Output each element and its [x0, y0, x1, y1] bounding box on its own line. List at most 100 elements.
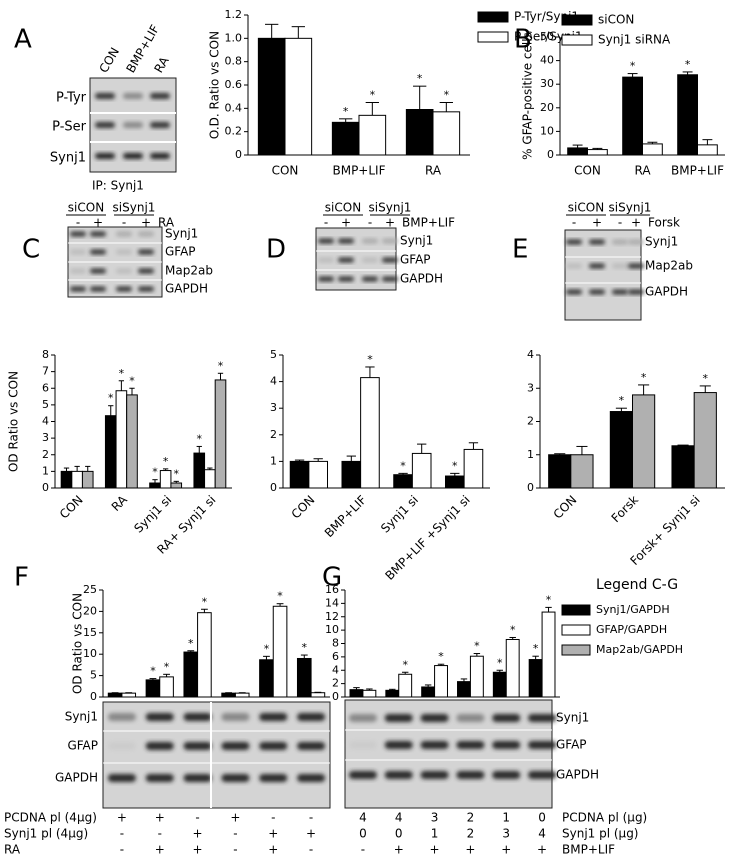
group-label: siCON: [568, 201, 604, 215]
y-tick-label: 1.0: [225, 31, 243, 44]
bar: [398, 673, 413, 698]
panel-letter: F: [14, 563, 29, 593]
blot-band: [456, 714, 485, 722]
blot-band: [95, 153, 115, 159]
legend-label: Synj1/GAPDH: [596, 603, 670, 616]
bar: [81, 470, 94, 489]
blot-band: [138, 268, 154, 274]
bar: [308, 460, 329, 489]
treatment-label: RA: [158, 216, 175, 230]
significance-star: *: [641, 371, 647, 384]
blot-band: [95, 93, 115, 99]
bar: [296, 657, 312, 698]
treatment-label: BMP+LIF: [402, 216, 455, 230]
bar: [587, 149, 608, 156]
blot-band: [150, 153, 170, 159]
blot-band: [138, 249, 154, 255]
condition-mark: 0: [395, 827, 403, 841]
bar: [360, 377, 380, 489]
significance-star: *: [400, 459, 406, 472]
bar: [697, 144, 718, 156]
condition-mark: 3: [431, 811, 439, 825]
y-tick-label: 8: [332, 637, 339, 650]
condition-mark: +: [430, 843, 440, 857]
blot-band: [420, 771, 449, 779]
blot-band: [70, 268, 86, 274]
panel-letter: G: [322, 563, 342, 593]
y-tick-label: 10: [540, 124, 554, 137]
treatment-sign: -: [76, 216, 80, 230]
blot-band: [362, 276, 378, 282]
bar: [642, 143, 663, 156]
y-tick-label: 0: [270, 481, 277, 494]
blot-membrane: [102, 701, 331, 809]
blot-band: [183, 774, 212, 782]
y-tick-label: 0: [332, 690, 339, 703]
blot-band: [90, 286, 106, 292]
blot-band: [338, 257, 354, 263]
significance-star: *: [188, 637, 194, 650]
significance-star: *: [685, 58, 691, 71]
blot-row-label: GFAP: [67, 739, 98, 753]
treatment-sign: +: [385, 216, 395, 230]
blot-band: [628, 239, 644, 245]
significance-star: *: [173, 467, 179, 480]
y-axis-label: OD Ratio vs CON: [7, 371, 21, 472]
bar: [159, 676, 174, 698]
y-tick-label: 5: [42, 398, 49, 411]
x-tick-label: RA: [634, 164, 651, 178]
bar: [393, 474, 413, 489]
lane-label: RA: [152, 54, 173, 76]
blot-row-label: P-Tyr: [56, 91, 87, 106]
significance-star: *: [444, 89, 450, 102]
bar: [259, 659, 274, 698]
y-tick-label: 20: [540, 101, 554, 114]
bar: [349, 689, 364, 698]
blot-band: [107, 713, 136, 721]
y-tick-label: 30: [540, 77, 554, 90]
blot-band: [107, 774, 136, 782]
x-tick-label: BMP+LIF: [671, 164, 724, 178]
condition-mark: +: [306, 827, 316, 841]
condition-mark: 2: [467, 811, 475, 825]
blot-band: [116, 249, 132, 255]
y-tick-label: 8: [42, 348, 49, 361]
significance-star: *: [619, 394, 625, 407]
blot-band: [123, 153, 143, 159]
blot-band: [384, 771, 413, 779]
group-label: siSynj1: [113, 201, 156, 215]
condition-mark: 2: [467, 827, 475, 841]
bar: [385, 689, 400, 698]
condition-mark: +: [155, 843, 165, 857]
blot-band: [183, 713, 212, 721]
blot-band: [138, 231, 154, 237]
y-axis-label: % GFAP-positive cells: [521, 32, 535, 160]
blot-row-label: GFAP: [165, 245, 196, 259]
blot-band: [628, 263, 644, 269]
blot-band: [90, 231, 106, 237]
bar: [170, 482, 183, 489]
blot-band: [338, 238, 354, 244]
y-tick-label: 4: [527, 348, 534, 361]
blot-band: [297, 742, 326, 750]
lane-label: CON: [97, 45, 123, 75]
bar: [126, 394, 138, 489]
treatment-sign: +: [141, 216, 151, 230]
significance-star: *: [164, 660, 170, 673]
blot-band: [90, 268, 106, 274]
y-tick-label: 4: [270, 375, 277, 388]
significance-star: *: [302, 641, 308, 654]
blot-row-label: Map2ab: [165, 264, 213, 278]
bar: [358, 114, 387, 156]
bar: [492, 671, 507, 698]
bar: [469, 655, 484, 698]
blot-band: [456, 771, 485, 779]
significance-star: *: [152, 466, 158, 479]
y-tick-label: 1: [42, 464, 49, 477]
blot-band: [221, 713, 250, 721]
y-tick-label: 1.2: [225, 8, 243, 21]
blot-band: [612, 263, 628, 269]
significance-star: *: [129, 374, 135, 387]
condition-mark: +: [193, 827, 203, 841]
significance-star: *: [367, 353, 373, 366]
